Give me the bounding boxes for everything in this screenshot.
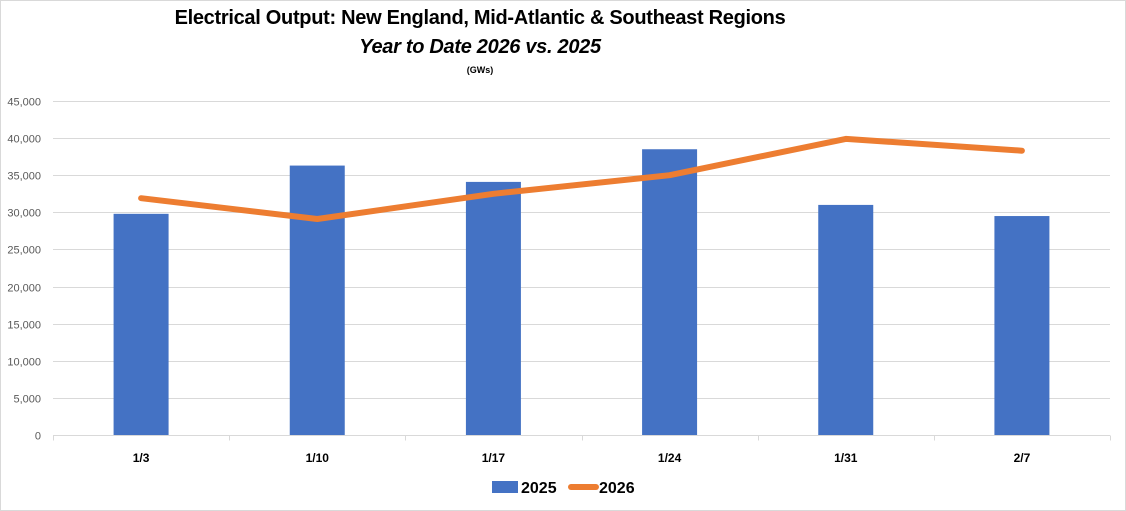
y-tick-label: 10,000	[7, 357, 41, 369]
bar-2025-1-31	[818, 204, 874, 435]
line-2026	[138, 135, 1025, 222]
y-axis: 0 5,000 10,000 15,000 20,000 25,000 30,000 35,0…	[7, 97, 41, 443]
x-tick-label: 1/10	[306, 451, 330, 465]
y-tick-label: 20,000	[7, 283, 41, 295]
bar-2025-1-17	[465, 181, 521, 435]
x-tick-label: 1/17	[482, 451, 506, 465]
y-tick-label: 5,000	[13, 394, 41, 406]
x-tick-label: 1/24	[658, 451, 682, 465]
chart-unit-label: (GWs)	[466, 65, 494, 75]
legend: 2025 2026	[492, 480, 635, 497]
legend-swatch-2025	[492, 481, 518, 493]
gridlines	[53, 101, 1110, 399]
y-tick-label: 15,000	[7, 320, 41, 332]
bar-series-2025	[113, 149, 1050, 435]
x-tick-label: 2/7	[1014, 451, 1031, 465]
line-series-2026	[138, 135, 1025, 222]
bar-2025-1-10	[289, 165, 345, 435]
bar-2025-1-24	[642, 149, 698, 435]
x-tick-label: 1/31	[834, 451, 858, 465]
x-axis: 1/3 1/10 1/17 1/24 1/31 2/7	[53, 435, 1111, 465]
y-tick-label: 30,000	[7, 208, 41, 220]
chart-title: Electrical Output: New England, Mid-Atla…	[174, 7, 786, 29]
bar-2025-2-7	[994, 216, 1050, 435]
y-tick-label: 40,000	[7, 134, 41, 146]
y-tick-label: 25,000	[7, 245, 41, 257]
chart-subtitle: Year to Date 2026 vs. 2025	[359, 36, 601, 58]
x-tick-label: 1/3	[133, 451, 150, 465]
y-tick-label: 0	[35, 431, 41, 443]
legend-label-2025: 2025	[521, 480, 557, 497]
y-tick-label: 35,000	[7, 171, 41, 183]
legend-label-2026: 2026	[599, 480, 635, 497]
bar-2025-1-3	[113, 213, 169, 435]
y-tick-label: 45,000	[7, 97, 41, 109]
